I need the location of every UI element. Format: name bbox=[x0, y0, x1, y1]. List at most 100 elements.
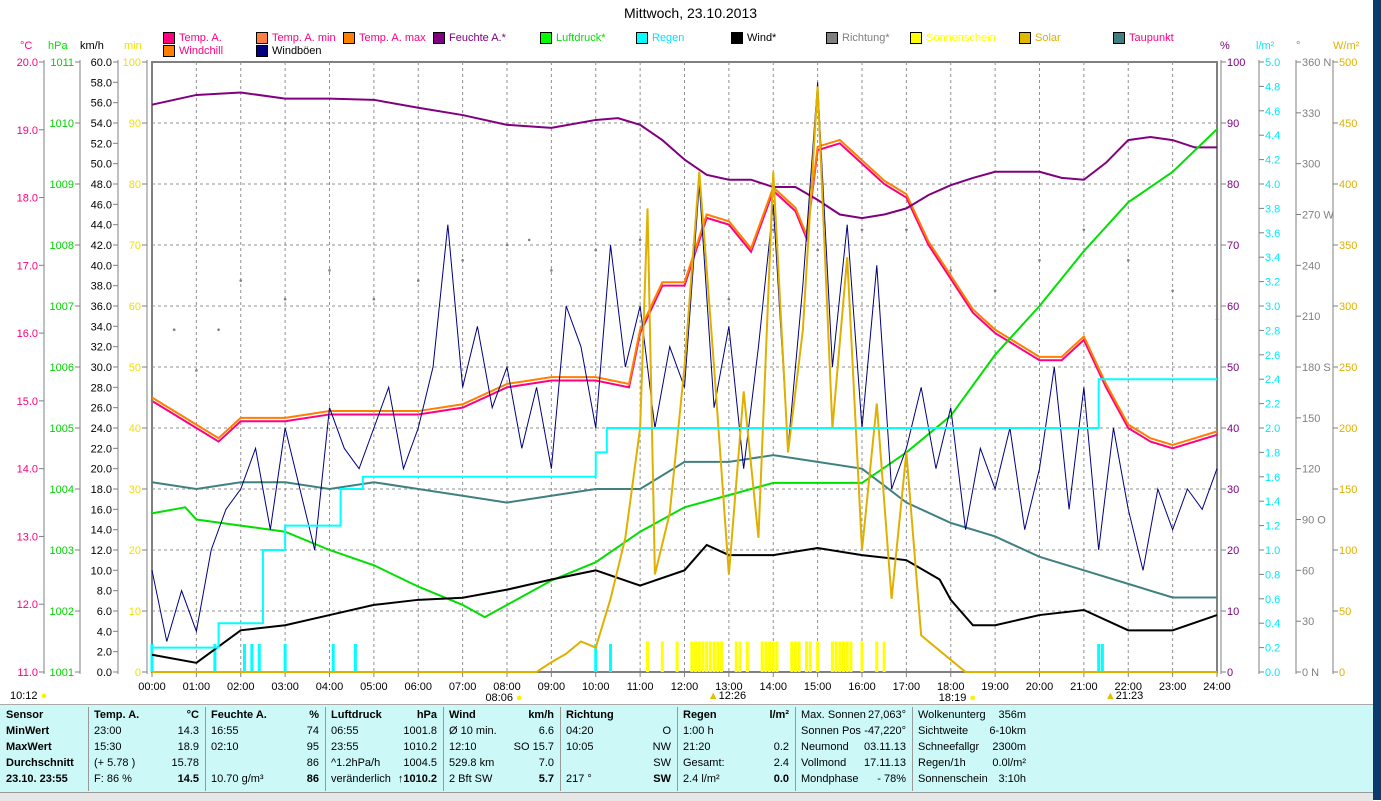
x-tick-label: 21:00 bbox=[1070, 681, 1098, 693]
panel-row: 23:00 14.3 bbox=[88, 723, 205, 739]
panel-cell-label: 1:00 h bbox=[683, 725, 714, 737]
panel-cell-value: 0.0 bbox=[773, 773, 789, 785]
panel-row: Schneefallgr 2300m bbox=[912, 739, 1032, 755]
panel-row: Ø 10 min. 6.6 bbox=[443, 723, 560, 739]
panel-header-label: Wolkenunterg bbox=[918, 709, 986, 721]
panel-cell-label: 2.4 l/m² bbox=[683, 773, 720, 785]
bar-regen bbox=[213, 644, 217, 672]
panel-cell-label: Vollmond bbox=[801, 757, 847, 769]
axis-unit-wind: km/h bbox=[80, 40, 104, 52]
panel-cell-value: 95 bbox=[306, 741, 319, 753]
axis-label-wind: 56.0 bbox=[91, 98, 112, 110]
axis-label-wind: 52.0 bbox=[91, 138, 112, 150]
axis-label-wind: 6.0 bbox=[97, 606, 112, 618]
panel-row: Neumond 03.11.13 bbox=[795, 739, 912, 755]
panel-row: Regen/1h 0.0l/m² bbox=[912, 755, 1032, 771]
axis-unit-solar: W/m² bbox=[1333, 40, 1360, 52]
legend-label: Luftdruck* bbox=[556, 32, 606, 44]
legend-label: Temp. A. bbox=[179, 32, 222, 44]
bar-regen bbox=[1100, 644, 1104, 672]
axis-label-rain: 0.4 bbox=[1265, 618, 1280, 630]
axis-label-pressure: 1005 bbox=[50, 423, 74, 435]
sun-marker-time: 08:06 bbox=[485, 692, 513, 704]
bar-sonnenschein bbox=[745, 641, 749, 672]
x-tick-label: 22:00 bbox=[1114, 681, 1142, 693]
sun-marker: ▲12:26 bbox=[708, 690, 746, 702]
bar-sonnenschein bbox=[845, 641, 849, 672]
axis-label-temp: 13.0 bbox=[17, 531, 38, 543]
axis-label-wind: 8.0 bbox=[97, 586, 112, 598]
axis-label-rain: 4.6 bbox=[1265, 106, 1280, 118]
panel-column-pressure: Luftdruck hPa 06:55 1001.8 23:55 1010.2 ^1.2hP… bbox=[325, 707, 444, 791]
bar-regen bbox=[150, 644, 154, 672]
legend-item: Temp. A. min bbox=[256, 32, 336, 44]
axis-label-minutes: 10 bbox=[129, 606, 141, 618]
axis-label-humidity: 0 bbox=[1227, 667, 1233, 679]
point-richtung bbox=[727, 297, 731, 301]
legend-swatch bbox=[731, 32, 743, 44]
axis-label-temp: 15.0 bbox=[17, 396, 38, 408]
legend-swatch bbox=[1019, 32, 1031, 44]
bar-sonnenschein bbox=[830, 641, 834, 672]
point-richtung bbox=[594, 248, 598, 252]
bar-sonnenschein bbox=[708, 641, 712, 672]
axis-label-temp: 11.0 bbox=[17, 667, 38, 679]
sun-marker-icon: ▲ bbox=[707, 690, 719, 702]
panel-row: veränderlich ↑1010.2 bbox=[325, 771, 443, 787]
panel-header: Feuchte A.% bbox=[205, 707, 325, 723]
point-richtung bbox=[527, 238, 531, 242]
legend-label: Windböen bbox=[272, 45, 322, 57]
axis-label-rain: 4.4 bbox=[1265, 130, 1280, 142]
axis-label-minutes: 50 bbox=[129, 362, 141, 374]
axis-label-pressure: 1009 bbox=[50, 179, 74, 191]
legend-swatch bbox=[163, 32, 175, 44]
x-tick-label: 08:00 bbox=[493, 681, 521, 693]
axis-label-direction: 180 S bbox=[1302, 362, 1331, 374]
series-regen bbox=[152, 378, 1217, 649]
axis-label-temp: 14.0 bbox=[17, 464, 38, 476]
bar-sonnenschein bbox=[660, 641, 664, 672]
bar-sonnenschein bbox=[701, 641, 705, 672]
axis-unit-pressure: hPa bbox=[48, 40, 68, 52]
panel-cell-value: NW bbox=[652, 741, 671, 753]
panel-header: Wolkenunterg 356m bbox=[912, 707, 1032, 723]
axis-label-solar: 300 bbox=[1339, 301, 1357, 313]
axis-label-wind: 48.0 bbox=[91, 179, 112, 191]
x-tick-label: 05:00 bbox=[360, 681, 388, 693]
panel-row: 10:05 NW bbox=[560, 739, 677, 755]
panel-cell-value: 17.11.13 bbox=[863, 757, 906, 769]
x-tick-label: 03:00 bbox=[271, 681, 299, 693]
panel-row: Sichtweite 6-10km bbox=[912, 723, 1032, 739]
panel-row: 2.4 l/m² 0.0 bbox=[677, 771, 795, 787]
point-richtung bbox=[683, 269, 686, 272]
chart-title: Mittwoch, 23.10.2013 bbox=[623, 5, 758, 21]
axis-label-minutes: 80 bbox=[129, 179, 141, 191]
axis-label-pressure: 1008 bbox=[50, 240, 74, 252]
panel-cell-value: 1004.5 bbox=[403, 757, 437, 769]
bar-sonnenschein bbox=[842, 641, 846, 672]
panel-header-unit: km/h bbox=[528, 709, 554, 721]
axis-label-rain: 2.0 bbox=[1265, 423, 1280, 435]
axis-label-solar: 100 bbox=[1339, 545, 1357, 557]
axis-label-wind: 50.0 bbox=[91, 159, 112, 171]
x-tick-label: 18:00 bbox=[937, 681, 965, 693]
x-tick-label: 02:00 bbox=[227, 681, 255, 693]
axis-label-minutes: 60 bbox=[129, 301, 141, 313]
legend-swatch bbox=[910, 32, 922, 44]
axis-label-pressure: 1001 bbox=[50, 667, 74, 679]
panel-cell-label: Sonnen Pos bbox=[801, 725, 861, 737]
axis-label-wind: 32.0 bbox=[91, 342, 112, 354]
x-tick-label: 06:00 bbox=[404, 681, 432, 693]
bar-sonnenschein bbox=[875, 641, 879, 672]
panel-row: 2 Bft SW 5.7 bbox=[443, 771, 560, 787]
bar-sonnenschein bbox=[690, 641, 694, 672]
point-richtung bbox=[416, 279, 420, 282]
axis-label-direction: 30 bbox=[1302, 616, 1314, 628]
axis-label-pressure: 1002 bbox=[50, 606, 74, 618]
bar-sonnenschein bbox=[790, 641, 794, 672]
panel-cell-label: ^1.2hPa/h bbox=[331, 757, 381, 769]
panel-column-direction: Richtung 04:20 O 10:05 NW SW 217 ° SW bbox=[560, 707, 678, 791]
series-feuchte-a bbox=[151, 91, 1217, 220]
axis-label-pressure: 1010 bbox=[50, 118, 74, 130]
axis-label-minutes: 0 bbox=[135, 667, 141, 679]
